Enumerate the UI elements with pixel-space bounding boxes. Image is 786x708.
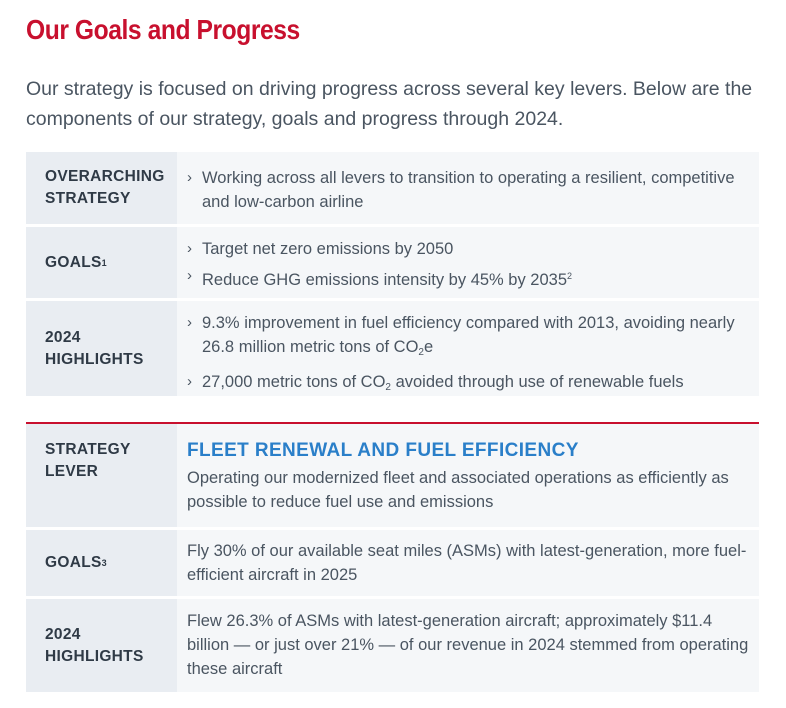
chevron-right-icon: › xyxy=(187,373,192,390)
list-item: › 27,000 metric tons of CO2 avoided thro… xyxy=(187,370,749,400)
strategy-table: OVERARCHING STRATEGY › Working across al… xyxy=(26,152,759,396)
overarching-strategy-row: OVERARCHING STRATEGY › Working across al… xyxy=(26,152,759,224)
lever-goals-cell: Fly 30% of our available seat miles (ASM… xyxy=(177,530,759,596)
strategy-lever-row: STRATEGY LEVER FLEET RENEWAL AND FUEL EF… xyxy=(26,424,759,527)
lever-goals-label: GOALS 3 xyxy=(45,554,107,571)
chevron-right-icon: › xyxy=(187,169,192,186)
lever-description: Operating our modernized fleet and assoc… xyxy=(187,469,729,511)
strategy-lever-label: STRATEGY LEVER xyxy=(45,441,131,480)
lever-title: FLEET RENEWAL AND FUEL EFFICIENCY xyxy=(187,440,579,461)
chevron-right-icon: › xyxy=(187,314,192,331)
overarching-strategy-label: OVERARCHING STRATEGY xyxy=(45,168,165,207)
intro-paragraph: Our strategy is focused on driving progr… xyxy=(26,78,753,130)
highlights-row: 2024 HIGHLIGHTS › 9.3% improvement in fu… xyxy=(26,298,759,396)
list-item: › 9.3% improvement in fuel efficiency co… xyxy=(187,311,749,365)
overarching-strategy-cell: › Working across all levers to transitio… xyxy=(177,152,759,224)
strategy-lever-cell: FLEET RENEWAL AND FUEL EFFICIENCY Operat… xyxy=(177,424,759,527)
chevron-right-icon: › xyxy=(187,240,192,257)
chevron-right-icon: › xyxy=(187,267,192,284)
goals-cell: › Target net zero emissions by 2050 › Re… xyxy=(177,227,759,298)
strategy-lever-table: STRATEGY LEVER FLEET RENEWAL AND FUEL EF… xyxy=(26,422,759,692)
page-title: Our Goals and Progress xyxy=(26,14,300,45)
list-item: › Target net zero emissions by 2050 xyxy=(187,237,749,261)
lever-goals-row: GOALS 3 Fly 30% of our available seat mil… xyxy=(26,527,759,596)
list-item: › Reduce GHG emissions intensity by 45% … xyxy=(187,264,749,292)
goals-row: GOALS 1 › Target net zero emissions by 20… xyxy=(26,224,759,298)
list-item: › Working across all levers to transitio… xyxy=(187,166,749,214)
highlights-label: 2024 HIGHLIGHTS xyxy=(45,328,144,368)
goals-label: GOALS 1 xyxy=(45,253,107,271)
lever-highlights-row: 2024 HIGHLIGHTS Flew 26.3% of ASMs with … xyxy=(26,596,759,692)
lever-highlights-cell: Flew 26.3% of ASMs with latest-generatio… xyxy=(177,599,759,692)
lever-highlights-label: 2024 HIGHLIGHTS xyxy=(45,625,144,665)
highlights-cell: › 9.3% improvement in fuel efficiency co… xyxy=(177,301,759,396)
